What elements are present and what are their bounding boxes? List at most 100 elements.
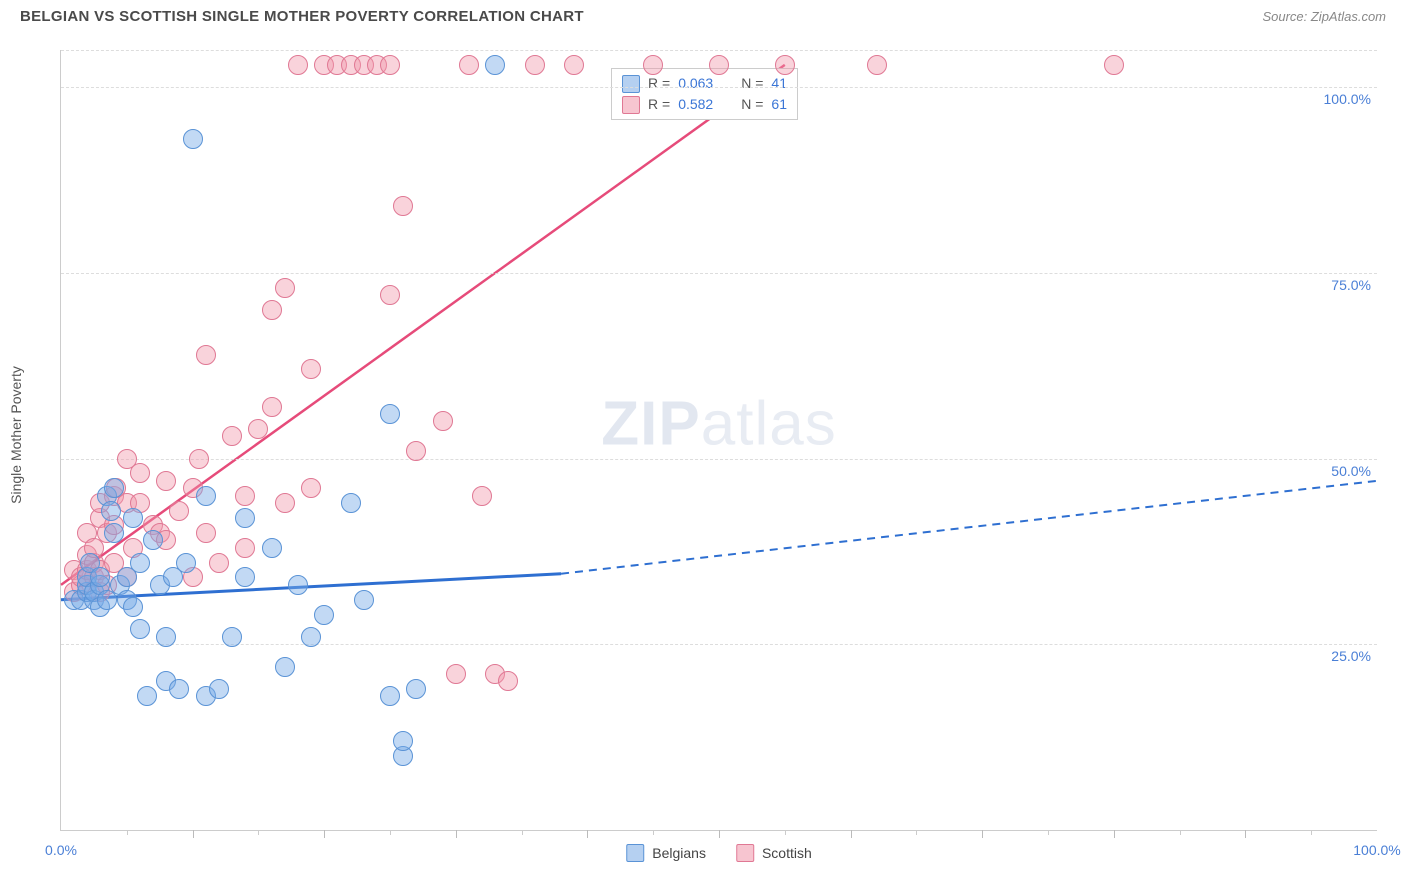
data-point <box>341 493 361 513</box>
x-tick-label: 100.0% <box>1353 842 1400 858</box>
x-tick-major <box>1245 830 1246 838</box>
gridline <box>61 644 1377 645</box>
data-point <box>288 575 308 595</box>
data-point <box>222 627 242 647</box>
x-tick-minor <box>522 830 523 835</box>
data-point <box>1104 55 1124 75</box>
data-point <box>393 731 413 751</box>
data-point <box>169 501 189 521</box>
x-tick-minor <box>390 830 391 835</box>
data-point <box>137 686 157 706</box>
data-point <box>235 486 255 506</box>
y-tick-label: 100.0% <box>1324 91 1371 107</box>
legend-label: Belgians <box>652 845 706 861</box>
data-point <box>262 300 282 320</box>
data-point <box>564 55 584 75</box>
data-point <box>209 553 229 573</box>
data-point <box>643 55 663 75</box>
legend-label: Scottish <box>762 845 812 861</box>
legend-item: Belgians <box>626 844 706 862</box>
data-point <box>867 55 887 75</box>
stats-n-value: 61 <box>771 94 787 115</box>
swatch-icon <box>622 96 640 114</box>
watermark-atlas: atlas <box>701 390 837 459</box>
y-axis-label: Single Mother Poverty <box>8 366 24 504</box>
swatch-icon <box>622 75 640 93</box>
y-tick-label: 50.0% <box>1331 463 1371 479</box>
stats-n-label: N = <box>741 94 763 115</box>
data-point <box>472 486 492 506</box>
x-tick-major <box>851 830 852 838</box>
data-point <box>459 55 479 75</box>
data-point <box>393 196 413 216</box>
stats-row: R =0.063N =41 <box>622 73 787 94</box>
data-point <box>130 553 150 573</box>
regression-lines <box>61 50 1377 830</box>
data-point <box>248 419 268 439</box>
data-point <box>354 590 374 610</box>
x-tick-minor <box>653 830 654 835</box>
gridline <box>61 50 1377 51</box>
data-point <box>104 478 124 498</box>
legend: Belgians Scottish <box>626 844 812 862</box>
data-point <box>709 55 729 75</box>
gridline <box>61 87 1377 88</box>
data-point <box>406 679 426 699</box>
data-point <box>262 538 282 558</box>
x-tick-major <box>719 830 720 838</box>
x-tick-minor <box>1311 830 1312 835</box>
x-tick-minor <box>127 830 128 835</box>
y-tick-label: 25.0% <box>1331 648 1371 664</box>
x-tick-major <box>456 830 457 838</box>
data-point <box>406 441 426 461</box>
data-point <box>130 619 150 639</box>
x-tick-minor <box>916 830 917 835</box>
data-point <box>380 686 400 706</box>
data-point <box>498 671 518 691</box>
data-point <box>380 404 400 424</box>
y-tick-label: 75.0% <box>1331 277 1371 293</box>
x-tick-label: 0.0% <box>45 842 77 858</box>
x-tick-major <box>982 830 983 838</box>
watermark-zip: ZIP <box>601 390 700 459</box>
data-point <box>301 478 321 498</box>
data-point <box>176 553 196 573</box>
x-tick-minor <box>1180 830 1181 835</box>
data-point <box>123 508 143 528</box>
stats-box: R =0.063N =41R =0.582N =61 <box>611 68 798 120</box>
data-point <box>156 627 176 647</box>
chart-source: Source: ZipAtlas.com <box>1262 9 1386 24</box>
data-point <box>123 597 143 617</box>
data-point <box>433 411 453 431</box>
data-point <box>380 285 400 305</box>
gridline <box>61 459 1377 460</box>
swatch-icon <box>626 844 644 862</box>
gridline <box>61 273 1377 274</box>
data-point <box>288 55 308 75</box>
data-point <box>209 679 229 699</box>
watermark: ZIPatlas <box>601 389 836 460</box>
data-point <box>235 508 255 528</box>
data-point <box>143 530 163 550</box>
x-tick-minor <box>258 830 259 835</box>
data-point <box>196 523 216 543</box>
data-point <box>156 471 176 491</box>
stats-row: R =0.582N =61 <box>622 94 787 115</box>
data-point <box>525 55 545 75</box>
data-point <box>196 486 216 506</box>
data-point <box>90 567 110 587</box>
data-point <box>275 278 295 298</box>
data-point <box>485 55 505 75</box>
legend-item: Scottish <box>736 844 812 862</box>
data-point <box>101 501 121 521</box>
swatch-icon <box>736 844 754 862</box>
chart-container: Single Mother Poverty ZIPatlas R =0.063N… <box>46 40 1386 830</box>
stats-r-value: 0.063 <box>678 73 713 94</box>
data-point <box>169 679 189 699</box>
x-tick-minor <box>1048 830 1049 835</box>
data-point <box>189 449 209 469</box>
data-point <box>235 567 255 587</box>
data-point <box>275 493 295 513</box>
chart-header: BELGIAN VS SCOTTISH SINGLE MOTHER POVERT… <box>0 0 1406 29</box>
data-point <box>130 463 150 483</box>
